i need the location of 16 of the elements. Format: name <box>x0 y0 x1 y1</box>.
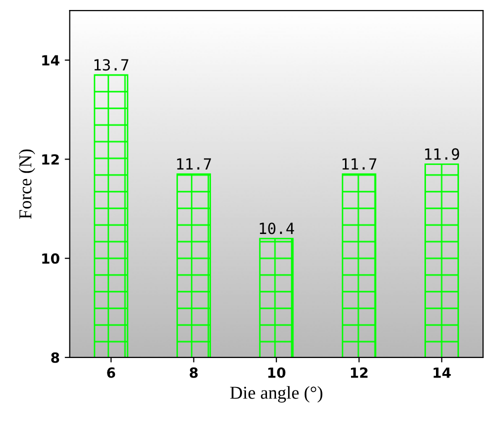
data-label: 11.9 <box>425 148 460 160</box>
y-tick-label: 12 <box>42 154 59 165</box>
x-axis-title: Die angle (°) <box>230 386 322 403</box>
y-tick-label: 8 <box>51 352 60 363</box>
x-tick-label: 10 <box>268 367 286 378</box>
x-tick-label: 8 <box>190 367 198 378</box>
y-tick-label: 10 <box>42 253 60 264</box>
data-label: 13.7 <box>94 59 128 71</box>
y-axis-title: Force (N) <box>18 149 36 219</box>
x-tick-label: 12 <box>350 367 368 378</box>
x-tick-label: 14 <box>434 368 451 378</box>
data-label: 10.4 <box>260 222 294 234</box>
x-tick-label: 6 <box>107 367 116 378</box>
data-label: 11.7 <box>342 158 376 170</box>
y-tick-label: 14 <box>42 55 60 66</box>
data-label: 11.7 <box>177 158 211 170</box>
